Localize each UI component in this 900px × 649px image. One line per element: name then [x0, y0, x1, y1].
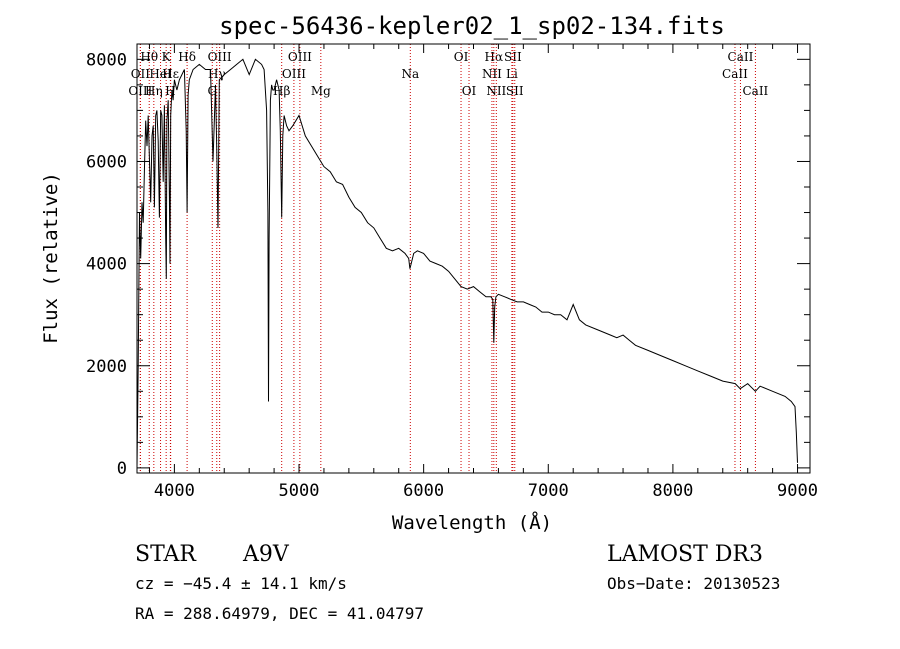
x-tick-label: 8000 [652, 481, 693, 501]
x-tick-label: 7000 [528, 481, 569, 501]
x-tick-label: 9000 [777, 481, 818, 501]
line-marker-label: H [165, 84, 175, 98]
line-marker-label: OIII [128, 84, 152, 98]
line-marker-label: Hα [485, 50, 504, 64]
redshift-value: cz = −45.4 ± 14.1 km/s [135, 574, 347, 593]
x-tick-label: 5000 [279, 481, 320, 501]
line-marker-label: Hδ [178, 50, 196, 64]
y-tick-label: 8000 [86, 50, 127, 70]
x-tick-label: 4000 [154, 481, 195, 501]
line-marker-label: CaII [722, 67, 748, 81]
object-class: STAR [135, 542, 197, 567]
line-marker-label: Hη [145, 84, 163, 98]
line-marker-label: Hθ [140, 50, 158, 64]
y-axis-label: Flux (relative) [40, 172, 62, 344]
y-tick-label: 6000 [86, 152, 127, 172]
obs-date: Obs−Date: 20130523 [607, 574, 780, 593]
spectrum-line [136, 58, 798, 468]
line-marker-label: OIII [282, 67, 306, 81]
line-marker-label: OI [462, 84, 477, 98]
y-tick-label: 2000 [86, 357, 127, 377]
plot-frame [136, 43, 811, 474]
x-tick-label: 6000 [403, 481, 444, 501]
line-marker-label: SII [504, 50, 522, 64]
line-marker-label: OIII [208, 50, 232, 64]
axis-ticks: 4000 5000 6000 7000 8000 9000 0 2000 4000 6000 800… [86, 44, 818, 501]
line-marker-label: Na [401, 67, 419, 81]
x-axis-label: Wavelength (Å) [392, 511, 552, 534]
line-marker-label: OIII [288, 50, 312, 64]
chart-title: spec-56436-kepler02_1_sp02-134.fits [219, 12, 725, 40]
line-marker-label: CaII [742, 84, 768, 98]
line-marker-label: K [162, 50, 172, 64]
line-marker-label: OI [454, 50, 469, 64]
line-marker-label: CaII [728, 50, 754, 64]
line-marker-label: SII [506, 84, 524, 98]
line-marker-label: G [207, 84, 217, 98]
line-marker-label: NII [482, 67, 502, 81]
line-marker-label: Mg [311, 84, 331, 98]
line-marker-label: Hε [162, 67, 179, 81]
line-marker-label: Hβ [273, 84, 290, 98]
survey-name: LAMOST DR3 [607, 542, 763, 567]
y-tick-label: 4000 [86, 255, 127, 275]
line-marker-label: Li [506, 67, 518, 81]
spectral-subclass: A9V [242, 542, 290, 567]
coordinates: RA = 288.64979, DEC = 41.04797 [135, 604, 424, 623]
y-tick-label: 0 [117, 459, 127, 479]
line-marker-label: NII [486, 84, 506, 98]
